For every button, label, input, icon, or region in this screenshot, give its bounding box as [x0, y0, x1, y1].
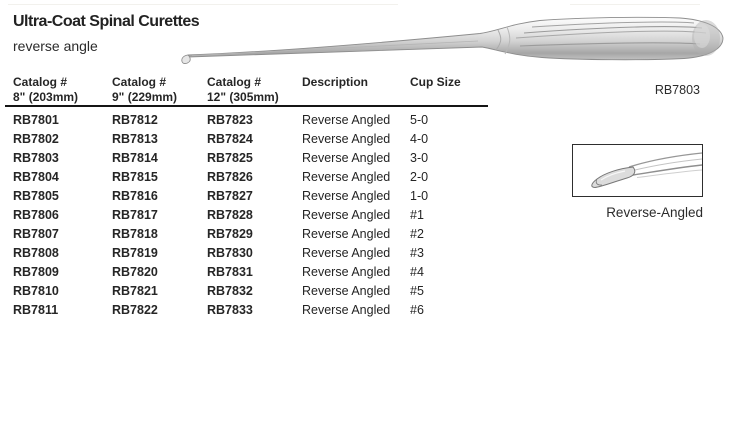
scan-artifact-line [8, 4, 398, 5]
cell-catalog-12: RB7832 [207, 283, 253, 298]
cell-catalog-8: RB7804 [13, 169, 59, 184]
cell-description: Reverse Angled [302, 302, 391, 317]
product-code-label: RB7803 [654, 83, 700, 97]
column-header-catalog-9: Catalog # 9" (229mm) [112, 75, 207, 105]
cell-catalog-12: RB7824 [207, 131, 253, 146]
header-line: 12" (305mm) [207, 90, 279, 104]
reverse-angled-tip-illustration [591, 152, 703, 189]
column-header-cup-size: Cup Size [410, 75, 497, 105]
cell-cup-size: 4-0 [410, 131, 429, 146]
cell-catalog-9: RB7817 [112, 207, 158, 222]
cell-cup-size: 1-0 [410, 188, 429, 203]
spinal-curette-illustration [181, 16, 724, 64]
cell-cup-size: #4 [410, 264, 424, 279]
cell-cup-size: 3-0 [410, 150, 429, 165]
cell-description: Reverse Angled [302, 245, 391, 260]
cell-catalog-12: RB7830 [207, 245, 253, 260]
header-line: 9" (229mm) [112, 90, 178, 104]
cell-description: Reverse Angled [302, 131, 391, 146]
cell-catalog-9: RB7812 [112, 112, 158, 127]
cell-description: Reverse Angled [302, 226, 391, 241]
cell-catalog-12: RB7825 [207, 150, 253, 165]
cell-cup-size: #5 [410, 283, 424, 298]
cell-catalog-8: RB7811 [13, 302, 59, 317]
cell-catalog-9: RB7814 [112, 150, 158, 165]
cell-cup-size: #6 [410, 302, 424, 317]
cell-catalog-8: RB7809 [13, 264, 59, 279]
cell-catalog-8: RB7807 [13, 226, 59, 241]
column-header-catalog-8: Catalog # 8" (203mm) [13, 75, 112, 105]
table-row: RB7808 RB7819 RB7830 Reverse Angled #3 [13, 243, 497, 262]
cell-description: Reverse Angled [302, 264, 391, 279]
header-line: Catalog # [13, 75, 68, 89]
cell-catalog-12: RB7827 [207, 188, 253, 203]
cell-catalog-9: RB7819 [112, 245, 158, 260]
page-title: Ultra-Coat Spinal Curettes [13, 13, 200, 30]
cell-catalog-12: RB7823 [207, 112, 253, 127]
cell-catalog-8: RB7808 [13, 245, 59, 260]
inset-caption: Reverse-Angled [606, 205, 703, 220]
header-line: Description [302, 75, 369, 89]
table-row: RB7809 RB7820 RB7831 Reverse Angled #4 [13, 262, 497, 281]
table-row: RB7806 RB7817 RB7828 Reverse Angled #1 [13, 205, 497, 224]
cell-catalog-8: RB7803 [13, 150, 59, 165]
cell-cup-size: #2 [410, 226, 424, 241]
cell-catalog-9: RB7816 [112, 188, 158, 203]
cell-catalog-12: RB7829 [207, 226, 253, 241]
table-row: RB7801 RB7812 RB7823 Reverse Angled 5-0 [13, 110, 497, 129]
cell-catalog-9: RB7821 [112, 283, 158, 298]
tip-detail-inset [572, 144, 703, 197]
cell-catalog-8: RB7802 [13, 131, 59, 146]
table-row: RB7804 RB7815 RB7826 Reverse Angled 2-0 [13, 167, 497, 186]
cell-catalog-12: RB7826 [207, 169, 253, 184]
cell-description: Reverse Angled [302, 150, 391, 165]
table-body: RB7801 RB7812 RB7823 Reverse Angled 5-0 … [13, 110, 497, 319]
cell-catalog-9: RB7822 [112, 302, 158, 317]
table-row: RB7805 RB7816 RB7827 Reverse Angled 1-0 [13, 186, 497, 205]
column-header-catalog-12: Catalog # 12" (305mm) [207, 75, 302, 105]
cell-catalog-9: RB7820 [112, 264, 158, 279]
page-subtitle: reverse angle [13, 38, 98, 54]
table-row: RB7810 RB7821 RB7832 Reverse Angled #5 [13, 281, 497, 300]
header-line: Catalog # [207, 75, 262, 89]
table-row: RB7807 RB7818 RB7829 Reverse Angled #2 [13, 224, 497, 243]
cell-catalog-9: RB7818 [112, 226, 158, 241]
cell-catalog-8: RB7810 [13, 283, 59, 298]
cell-cup-size: #1 [410, 207, 424, 222]
cell-catalog-12: RB7831 [207, 264, 253, 279]
cell-cup-size: 5-0 [410, 112, 429, 127]
cell-catalog-9: RB7813 [112, 131, 158, 146]
header-line: Catalog # [112, 75, 167, 89]
table-row: RB7803 RB7814 RB7825 Reverse Angled 3-0 [13, 148, 497, 167]
table-header-row: Catalog # 8" (203mm) Catalog # 9" (229mm… [13, 75, 497, 105]
scan-artifact-line [570, 4, 700, 5]
cell-description: Reverse Angled [302, 207, 391, 222]
table-row: RB7811 RB7822 RB7833 Reverse Angled #6 [13, 300, 497, 319]
cell-catalog-12: RB7828 [207, 207, 253, 222]
cell-description: Reverse Angled [302, 169, 391, 184]
cell-cup-size: 2-0 [410, 169, 429, 184]
cell-catalog-8: RB7805 [13, 188, 59, 203]
table-header-rule [5, 105, 488, 107]
cell-catalog-8: RB7806 [13, 207, 59, 222]
cell-description: Reverse Angled [302, 283, 391, 298]
cell-catalog-8: RB7801 [13, 112, 59, 127]
cell-catalog-9: RB7815 [112, 169, 158, 184]
cell-description: Reverse Angled [302, 188, 391, 203]
cell-description: Reverse Angled [302, 112, 391, 127]
cell-catalog-12: RB7833 [207, 302, 253, 317]
header-line: Cup Size [410, 75, 461, 89]
cell-cup-size: #3 [410, 245, 424, 260]
table-row: RB7802 RB7813 RB7824 Reverse Angled 4-0 [13, 129, 497, 148]
header-line: 8" (203mm) [13, 90, 79, 104]
column-header-description: Description [302, 75, 410, 105]
